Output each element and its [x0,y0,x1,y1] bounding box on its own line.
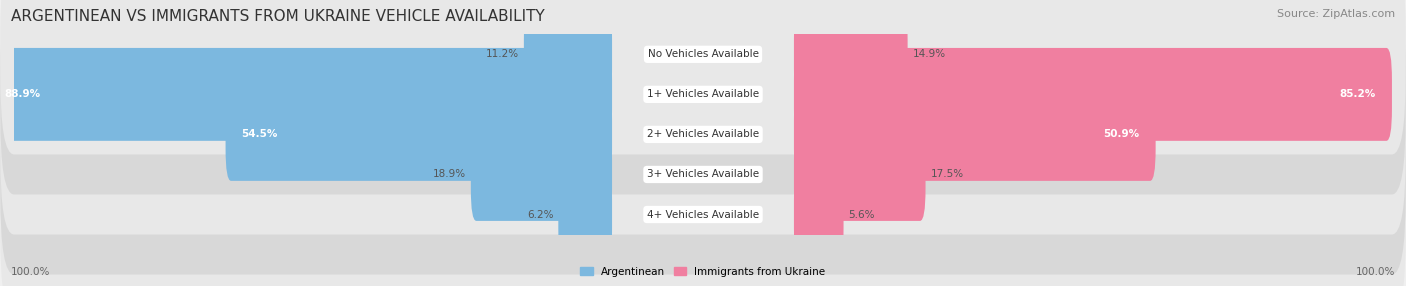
FancyBboxPatch shape [794,48,1392,141]
FancyBboxPatch shape [558,168,612,261]
FancyBboxPatch shape [794,168,844,261]
Text: 2+ Vehicles Available: 2+ Vehicles Available [647,130,759,139]
Text: 85.2%: 85.2% [1340,90,1376,99]
Text: 3+ Vehicles Available: 3+ Vehicles Available [647,170,759,179]
FancyBboxPatch shape [794,88,1156,181]
Text: 4+ Vehicles Available: 4+ Vehicles Available [647,210,759,219]
Text: 5.6%: 5.6% [848,210,875,219]
FancyBboxPatch shape [0,74,1406,275]
Text: 17.5%: 17.5% [931,170,963,179]
Legend: Argentinean, Immigrants from Ukraine: Argentinean, Immigrants from Ukraine [576,263,830,281]
FancyBboxPatch shape [0,48,612,141]
Text: Source: ZipAtlas.com: Source: ZipAtlas.com [1277,9,1395,19]
FancyBboxPatch shape [794,8,908,101]
FancyBboxPatch shape [225,88,612,181]
Text: No Vehicles Available: No Vehicles Available [648,49,758,59]
FancyBboxPatch shape [0,0,1406,154]
Text: 54.5%: 54.5% [242,130,278,139]
FancyBboxPatch shape [0,34,1406,235]
Text: 11.2%: 11.2% [486,49,519,59]
Text: 1+ Vehicles Available: 1+ Vehicles Available [647,90,759,99]
Text: 14.9%: 14.9% [912,49,946,59]
FancyBboxPatch shape [0,0,1406,194]
FancyBboxPatch shape [0,114,1406,286]
Text: 100.0%: 100.0% [11,267,51,277]
Text: ARGENTINEAN VS IMMIGRANTS FROM UKRAINE VEHICLE AVAILABILITY: ARGENTINEAN VS IMMIGRANTS FROM UKRAINE V… [11,9,546,23]
Text: 6.2%: 6.2% [527,210,554,219]
Text: 50.9%: 50.9% [1104,130,1140,139]
Text: 100.0%: 100.0% [1355,267,1395,277]
FancyBboxPatch shape [524,8,612,101]
Text: 18.9%: 18.9% [433,170,465,179]
Text: 88.9%: 88.9% [4,90,41,99]
FancyBboxPatch shape [471,128,612,221]
FancyBboxPatch shape [794,128,925,221]
